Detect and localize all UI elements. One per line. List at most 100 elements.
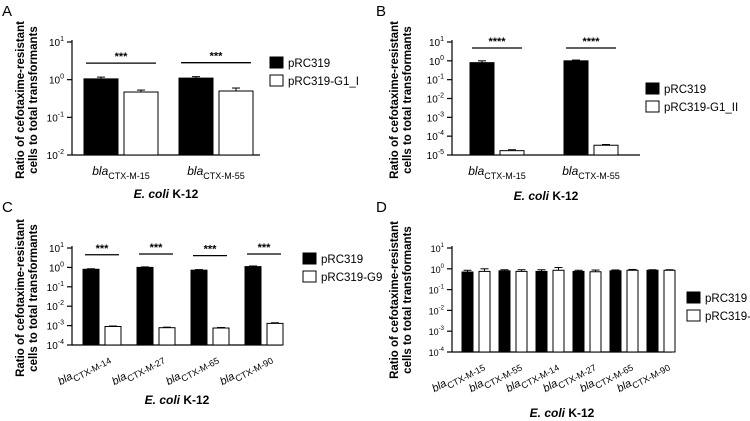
y-tick-label: 100: [49, 261, 64, 274]
y-tick-label: 10-4: [429, 347, 445, 358]
y-tick-exp: -3: [439, 326, 445, 332]
legend-label: pRC319: [664, 84, 706, 96]
x-axis-title-rest: K-12: [169, 187, 199, 201]
y-tick-label: 10-4: [427, 130, 444, 143]
bar-treated: [515, 270, 528, 353]
y-tick-exp: 0: [60, 74, 64, 81]
y-axis-label-line2: cells to total transformants: [402, 26, 414, 174]
y-tick-base: 10: [49, 263, 61, 274]
bar-treated: [478, 270, 491, 353]
x-axis-title-italic: E. coli: [514, 189, 550, 203]
significance-label: ****: [488, 36, 506, 48]
category-label: blaCTX-M-27: [110, 351, 167, 391]
y-tick-base: 10: [47, 283, 59, 294]
y-tick-label: 101: [429, 36, 444, 49]
y-tick-label: 10-1: [47, 111, 64, 124]
bar-treated: [218, 90, 254, 156]
y-tick-base: 10: [47, 322, 59, 333]
category-label-sub: CTX-M-90: [233, 355, 274, 383]
y-tick-exp: 0: [441, 264, 445, 270]
x-axis-title: E. coli K-12: [530, 406, 595, 420]
category-label: blaCTX-M-55: [562, 164, 620, 181]
category-label-sub: CTX-M-14: [71, 355, 112, 383]
y-tick-label: 101: [49, 36, 64, 49]
y-tick-exp: 1: [60, 36, 64, 43]
significance-label: ****: [582, 36, 600, 48]
y-tick-exp: -2: [58, 149, 64, 156]
y-tick-label: 10-3: [427, 111, 444, 124]
significance-label: ***: [204, 244, 218, 256]
y-tick-exp: 1: [440, 36, 444, 43]
y-tick-label: 101: [431, 243, 445, 254]
legend-label: pRC319: [321, 254, 363, 266]
legend: pRC319 pRC319-P: [686, 291, 750, 323]
category-label-sub: CTX-M-65: [179, 355, 220, 383]
x-axis-title-rest: K-12: [565, 406, 595, 420]
y-tick-base: 10: [427, 132, 439, 143]
y-tick-label: 10-2: [47, 149, 64, 162]
bar-control: [535, 270, 548, 353]
category-label: blaCTX-M-14: [56, 351, 113, 391]
bar-control: [646, 269, 659, 353]
category-label-sub: CTX-M-15: [108, 171, 150, 181]
bar-control: [244, 266, 262, 346]
panel-letter: D: [376, 199, 387, 216]
y-tick-label: 10-2: [429, 305, 445, 316]
panel-letter: A: [2, 3, 12, 20]
y-tick-exp: -3: [58, 320, 64, 327]
category-label-sub: CTX-M-90: [630, 362, 671, 390]
y-axis-label-line1: Ratio of cefotaxime-resistant: [15, 219, 27, 377]
significance-label: ***: [258, 242, 272, 254]
category-label: blaCTX-M-90: [218, 351, 275, 391]
y-tick-base: 10: [47, 151, 59, 162]
y-tick-base: 10: [429, 286, 439, 296]
y-tick-base: 10: [429, 57, 441, 68]
bar-treated: [552, 269, 565, 353]
y-tick-exp: -1: [58, 111, 64, 118]
category-label-sub: CTX-M-15: [484, 171, 526, 181]
y-tick-exp: -1: [439, 285, 445, 291]
bar-treated: [499, 150, 525, 156]
y-tick-base: 10: [431, 244, 441, 254]
y-axis-label: Ratio of cefotaxime-resistantcells to to…: [15, 21, 40, 179]
y-tick-label: 100: [429, 55, 444, 68]
legend-swatch: [686, 291, 701, 304]
category-label-prefix: bla: [92, 164, 108, 178]
y-tick-label: 10-1: [427, 74, 444, 87]
legend-swatch: [645, 82, 660, 95]
y-tick-label: 100: [49, 74, 64, 87]
bar-control: [572, 270, 585, 353]
category-label-sub: CTX-M-27: [125, 355, 166, 383]
legend: pRC319 pRC319-G1_I: [269, 56, 359, 88]
y-tick-base: 10: [431, 265, 441, 275]
category-label: blaCTX-M-15: [468, 164, 526, 181]
bar-control: [178, 77, 214, 156]
x-axis-title: E. coli K-12: [514, 189, 579, 203]
legend-swatch: [686, 309, 701, 322]
y-tick-base: 10: [427, 151, 439, 162]
category-label-sub: CTX-M-55: [203, 171, 245, 181]
y-tick-base: 10: [429, 348, 439, 358]
category-label-prefix: bla: [562, 164, 578, 178]
bar-control: [469, 62, 495, 156]
y-axis-label-line2: cells to total transformants: [402, 226, 414, 374]
y-tick-label: 10-1: [429, 285, 445, 296]
y-tick-base: 10: [49, 244, 61, 255]
category-label-prefix: bla: [110, 371, 129, 388]
legend: pRC319 pRC319-G1_II: [645, 82, 738, 114]
panel-letter: C: [2, 199, 13, 216]
y-axis-label-line1: Ratio of cefotaxime-resistant: [15, 21, 27, 179]
y-tick-label: 10-4: [47, 339, 64, 352]
y-tick-label: 100: [431, 264, 445, 275]
y-tick-exp: -5: [438, 149, 444, 156]
legend-swatch: [302, 252, 317, 265]
y-axis-label-line1: Ratio of cefotaxime-resistant: [389, 221, 401, 379]
y-tick-base: 10: [47, 113, 59, 124]
bar-control: [136, 266, 154, 346]
significance-label: ***: [210, 51, 224, 63]
category-label-prefix: bla: [468, 164, 484, 178]
y-tick-label: 10-3: [47, 320, 64, 333]
panel-letter: B: [376, 3, 386, 20]
y-tick-exp: -1: [438, 74, 444, 81]
